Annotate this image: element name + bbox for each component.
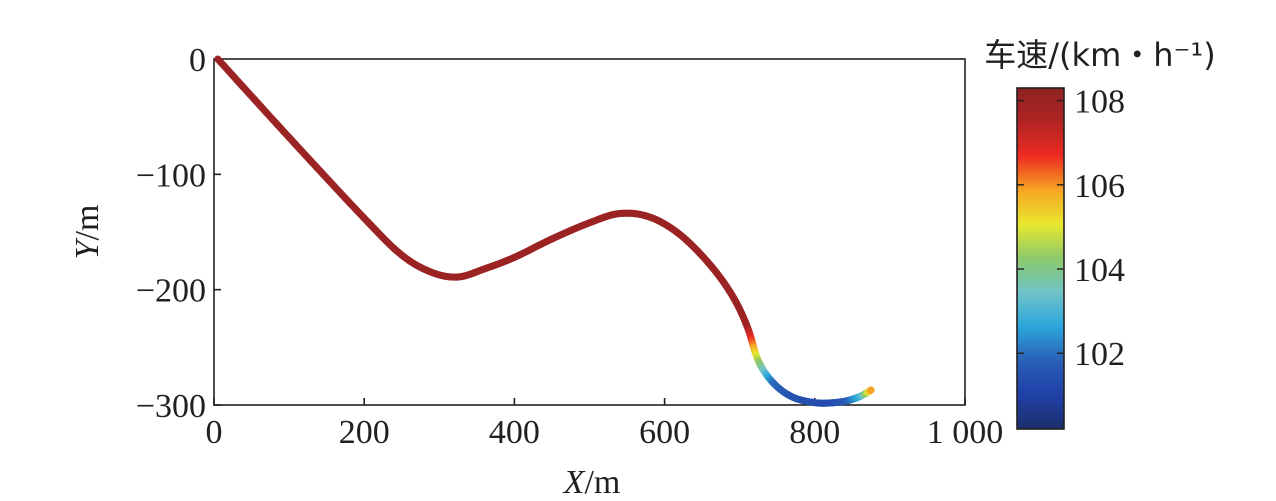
x-tick-label: 600	[639, 414, 690, 451]
colorbar	[1016, 87, 1065, 430]
y-axis-label: Y/m	[69, 205, 106, 260]
trajectory-line	[214, 55, 875, 407]
colorbar-tick-label: 108	[1074, 84, 1125, 121]
y-tick-label: −200	[136, 273, 206, 310]
colorbar-title: 车速/(km・h⁻¹)	[984, 36, 1215, 74]
plot-frame	[213, 58, 966, 406]
x-tick-label: 0	[206, 414, 223, 451]
x-tick-label: 200	[339, 414, 390, 451]
colorbar-tick-label: 104	[1074, 252, 1125, 289]
x-tick-label: 800	[789, 414, 840, 451]
colorbar-tick-label: 102	[1074, 336, 1125, 373]
colorbar-tick-label: 106	[1074, 168, 1125, 205]
y-tick-label: 0	[189, 42, 206, 79]
x-tick-label: 1 000	[927, 414, 1004, 451]
x-axis-label: X/m	[562, 464, 621, 501]
y-axis-ticks: 0 −100 −200 −300	[136, 42, 221, 425]
y-tick-label: −100	[136, 157, 206, 194]
x-tick-label: 400	[489, 414, 540, 451]
x-axis-ticks: 0 200 400 600 800 1 000	[206, 398, 1004, 451]
colorbar-ticks: 102 104 106 108	[1017, 84, 1125, 373]
y-tick-label: −300	[136, 388, 206, 425]
